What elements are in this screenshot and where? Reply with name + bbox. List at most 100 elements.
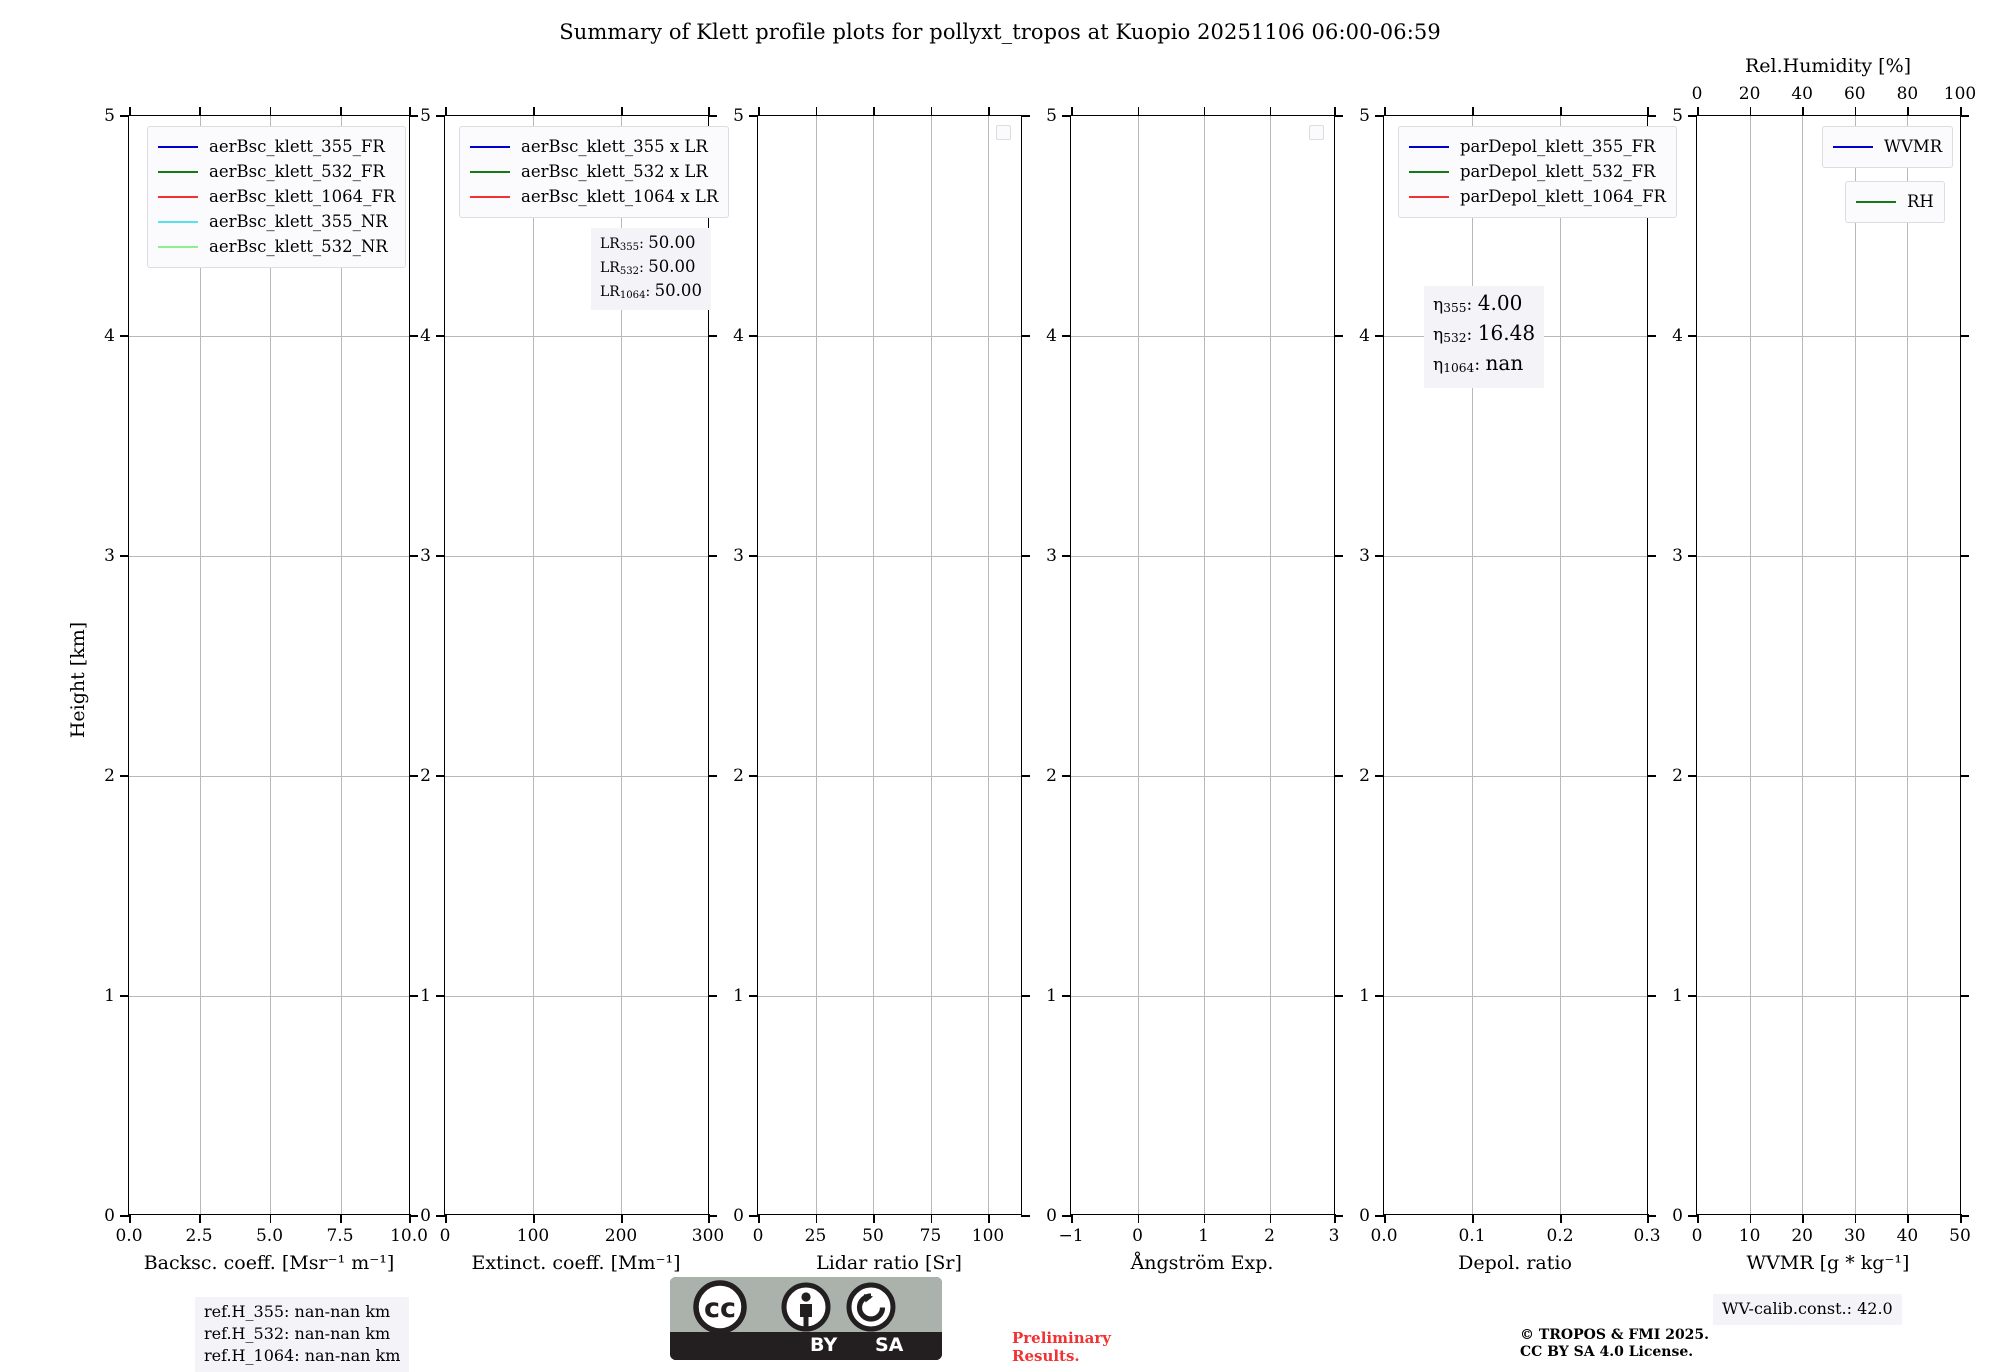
legend-line-icon [470, 195, 510, 198]
annotation-line: η532: 16.48 [1433, 321, 1536, 346]
ref-height-355: ref.H_355: nan-nan km [204, 1302, 391, 1321]
legend-line-icon [1833, 145, 1873, 148]
xtick-rh-2: 40 [1791, 84, 1814, 104]
legend-item[interactable]: aerBsc_klett_355_NR [158, 209, 395, 234]
legend-label: aerBsc_klett_532_NR [209, 237, 388, 256]
ytick-0: 0 [1672, 1206, 1683, 1226]
badge-sa-label: SA [875, 1334, 904, 1356]
ann-sub: 532 [1443, 331, 1467, 346]
legend-item[interactable]: aerBsc_klett_1064 x LR [470, 184, 718, 209]
ann-sub: 1064 [1443, 361, 1475, 376]
copyright-note: © TROPOS & FMI 2025. CC BY SA 4.0 Licens… [1520, 1327, 1709, 1361]
xtick-extinct-1: 100 [516, 1226, 550, 1246]
legend-item[interactable]: parDepol_klett_1064_FR [1409, 184, 1666, 209]
ann-value: 4.00 [1477, 291, 1523, 315]
ytick-1: 1 [1672, 986, 1683, 1006]
ytick-1: 1 [1359, 986, 1370, 1006]
x-axis-label-backsc: Backsc. coeff. [Msr⁻¹ m⁻¹] [143, 1252, 395, 1274]
xtick-rh-1: 20 [1738, 84, 1761, 104]
ann-value: nan [1485, 351, 1524, 376]
ann-name: η [1433, 325, 1444, 346]
xtick-wvmr-0: 0 [1691, 1226, 1703, 1246]
xtick-extinct-2: 200 [604, 1226, 638, 1246]
xtick-backsc-1: 2.5 [185, 1226, 213, 1246]
wv-calib-box: WV-calib.const.: 42.0 [1713, 1294, 1902, 1325]
legend-depol[interactable]: parDepol_klett_355_FR parDepol_klett_532… [1398, 126, 1677, 218]
ytick-2: 2 [1046, 766, 1057, 786]
xtick-wvmr-5: 50 [1949, 1226, 1971, 1246]
legend-item[interactable]: aerBsc_klett_532_NR [158, 234, 395, 259]
legend-rh[interactable]: RH [1845, 181, 1945, 223]
plot-area-lidar-ratio[interactable]: 5 4 3 2 1 0 0 25 50 75 100 [733, 106, 1030, 1246]
legend-label: parDepol_klett_532_FR [1460, 162, 1656, 181]
cc-by-sa-badge[interactable]: cc BY SA [670, 1277, 942, 1360]
ytick-4: 4 [1046, 326, 1057, 346]
xtick-depol-0: 0.0 [1370, 1226, 1398, 1246]
badge-by-label: BY [810, 1334, 838, 1356]
panel-angstrom-exp: 5 4 3 2 1 0 −1 0 1 2 3 [1046, 106, 1343, 1246]
legend-item[interactable]: parDepol_klett_355_FR [1409, 134, 1666, 159]
ytick-5: 5 [420, 106, 431, 126]
ytick-2: 2 [1359, 766, 1370, 786]
legend-item[interactable]: WVMR [1833, 134, 1942, 159]
xtick-rh-4: 80 [1896, 84, 1919, 104]
panel-extinct-coeff: 5 4 3 2 1 0 0 100 200 300 aerBsc_klett_3… [420, 106, 730, 1246]
legend-item[interactable]: aerBsc_klett_355 x LR [470, 134, 718, 159]
legend-extinct[interactable]: aerBsc_klett_355 x LR aerBsc_klett_532 x… [459, 126, 730, 218]
xtick-wvmr-2: 20 [1791, 1226, 1814, 1246]
legend-item[interactable]: parDepol_klett_532_FR [1409, 159, 1666, 184]
preliminary-line-1: Preliminary [1012, 1329, 1111, 1347]
xtick-lidar-1: 25 [804, 1226, 827, 1246]
plot-area-extinct[interactable]: 5 4 3 2 1 0 0 100 200 300 aerBsc_klett_3… [420, 106, 730, 1246]
xtick-rh-0: 0 [1691, 84, 1703, 104]
xtick-extinct-3: 300 [691, 1226, 725, 1246]
ytick-0: 0 [104, 1206, 115, 1226]
x-axis-label-depol: Depol. ratio [1458, 1252, 1572, 1274]
ytick-2: 2 [733, 766, 744, 786]
ytick-2: 2 [104, 766, 115, 786]
legend-line-icon [158, 220, 198, 223]
xtick-rh-3: 60 [1843, 84, 1866, 104]
x-axis-label-extinct: Extinct. coeff. [Mm⁻¹] [471, 1252, 681, 1274]
ann-name: LR [600, 236, 620, 252]
ytick-3: 3 [1046, 546, 1057, 566]
legend-item[interactable]: aerBsc_klett_1064_FR [158, 184, 395, 209]
ytick-4: 4 [733, 326, 744, 346]
ann-value: 50.00 [654, 280, 702, 300]
ann-sub: 1064 [619, 289, 646, 301]
ytick-2: 2 [420, 766, 431, 786]
ytick-4: 4 [104, 326, 115, 346]
legend-item[interactable]: aerBsc_klett_532 x LR [470, 159, 718, 184]
ann-sub: 355 [1443, 301, 1467, 316]
legend-item[interactable]: RH [1856, 189, 1934, 214]
legend-line-icon [158, 145, 198, 148]
legend-item[interactable]: aerBsc_klett_532_FR [158, 159, 395, 184]
panel-lidar-ratio: 5 4 3 2 1 0 0 25 50 75 100 [733, 106, 1030, 1246]
svg-text:cc: cc [704, 1293, 736, 1324]
empty-legend-box[interactable] [1309, 125, 1324, 140]
legend-label: aerBsc_klett_355_FR [209, 137, 385, 156]
share-alike-icon [846, 1282, 896, 1332]
copyright-line-2: CC BY SA 4.0 License. [1520, 1344, 1694, 1360]
empty-legend-box[interactable] [996, 125, 1011, 140]
plot-area-angstrom[interactable]: 5 4 3 2 1 0 −1 0 1 2 3 [1046, 106, 1343, 1246]
legend-backsc[interactable]: aerBsc_klett_355_FR aerBsc_klett_532_FR … [147, 126, 407, 268]
legend-wvmr[interactable]: WVMR [1822, 126, 1954, 168]
ref-height-532: ref.H_532: nan-nan km [204, 1324, 391, 1343]
panel-backsc-coeff: 5 4 3 2 1 0 0.0 2.5 5.0 7.5 10.0 aerBsc_… [104, 106, 428, 1246]
legend-line-icon [1409, 195, 1449, 198]
legend-item[interactable]: aerBsc_klett_355_FR [158, 134, 395, 159]
y-axis-label: Height [km] [67, 621, 89, 739]
x-axis-label-rel-humidity: Rel.Humidity [%] [1744, 55, 1912, 77]
ytick-5: 5 [1672, 106, 1683, 126]
plot-area-wvmr[interactable]: 5 4 3 2 1 0 0 10 20 30 40 50 0 20 40 60 … [1672, 84, 1976, 1246]
ytick-3: 3 [1672, 546, 1683, 566]
plot-area-depol[interactable]: 5 4 3 2 1 0 0.0 0.1 0.2 0.3 parDepol_kle… [1359, 106, 1677, 1246]
xtick-lidar-4: 100 [971, 1226, 1005, 1246]
xtick-depol-3: 0.3 [1633, 1226, 1661, 1246]
ytick-5: 5 [104, 106, 115, 126]
annotation-line: LR355: 50.00 [600, 233, 696, 253]
plot-area-backsc[interactable]: 5 4 3 2 1 0 0.0 2.5 5.0 7.5 10.0 aerBsc_… [104, 106, 428, 1246]
annotation-line: η1064: nan [1433, 351, 1524, 376]
